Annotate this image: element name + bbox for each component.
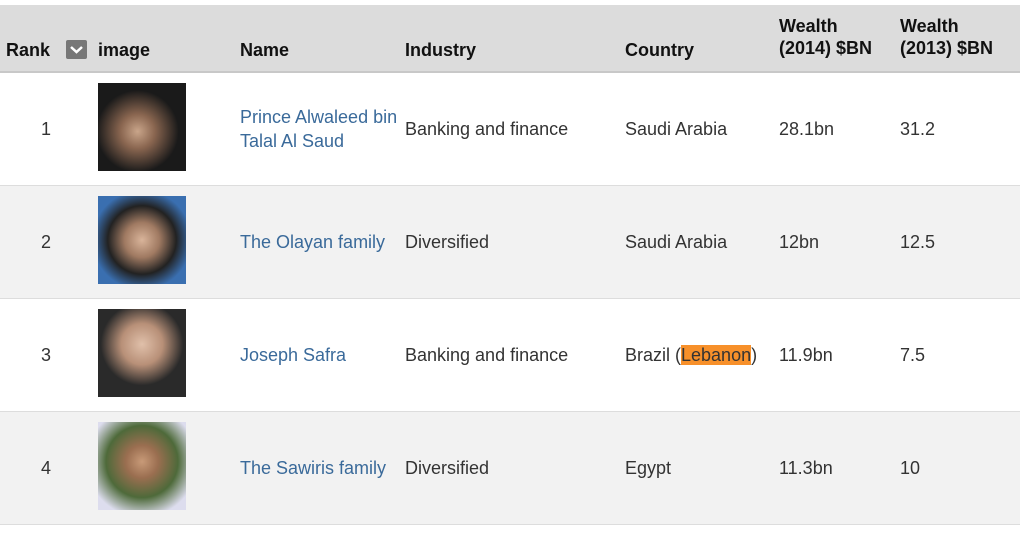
wealth-2014-cell: 11.3bn [779, 458, 833, 478]
name-link[interactable]: Prince Alwaleed bin Talal Al Saud [240, 107, 398, 151]
table-row: 2 The Olayan family Diversified Saudi Ar… [0, 186, 1020, 299]
country-cell: Saudi Arabia [625, 119, 728, 139]
highlighted-text: Lebanon [681, 345, 752, 365]
country-cell: Brazil (Lebanon) [625, 345, 758, 365]
rank-cell: 4 [40, 458, 51, 478]
table-header: Rank image Name Industry Country Wealth(… [0, 5, 1020, 73]
name-link[interactable]: The Sawiris family [240, 458, 387, 478]
name-link[interactable]: Joseph Safra [240, 345, 347, 365]
header-country[interactable]: Country [625, 40, 694, 60]
header-wealth-2014[interactable]: Wealth (2014) $BN [779, 16, 873, 58]
wealth-2013-cell: 31.2 [900, 119, 936, 139]
rank-cell: 3 [40, 345, 51, 365]
person-photo[interactable] [98, 83, 186, 171]
wealth-2013-cell: 10 [900, 458, 921, 478]
rank-cell: 2 [40, 232, 51, 252]
industry-cell: Banking and finance [405, 119, 569, 139]
person-photo[interactable] [98, 196, 186, 284]
table-row: 1 Prince Alwaleed bin Talal Al Saud Bank… [0, 73, 1020, 186]
header-wealth-2013[interactable]: Wealth (2013) $BN [900, 16, 994, 58]
wealth-table: Rank image Name Industry Country Wealth(… [0, 5, 1020, 525]
industry-cell: Banking and finance [405, 345, 569, 365]
table-row: 3 Joseph Safra Banking and finance Brazi… [0, 299, 1020, 412]
wealth-2013-cell: 12.5 [900, 232, 936, 252]
wealth-2013-cell: 7.5 [900, 345, 926, 365]
person-photo[interactable] [98, 422, 186, 510]
person-photo[interactable] [98, 309, 186, 397]
header-name[interactable]: Name [240, 40, 290, 60]
rank-cell: 1 [40, 119, 51, 139]
name-link[interactable]: The Olayan family [240, 232, 386, 252]
header-rank[interactable]: Rank [6, 40, 51, 60]
header-industry[interactable]: Industry [405, 40, 477, 60]
wealth-2014-cell: 11.9bn [779, 345, 833, 365]
wealth-2014-cell: 28.1bn [779, 119, 835, 139]
wealth-2014-cell: 12bn [779, 232, 820, 252]
industry-cell: Diversified [405, 232, 490, 252]
sort-dropdown-icon[interactable] [66, 40, 87, 59]
header-image[interactable]: image [98, 40, 151, 60]
country-cell: Egypt [625, 458, 672, 478]
country-cell: Saudi Arabia [625, 232, 728, 252]
industry-cell: Diversified [405, 458, 490, 478]
table-row: 4 The Sawiris family Diversified Egypt 1… [0, 412, 1020, 525]
